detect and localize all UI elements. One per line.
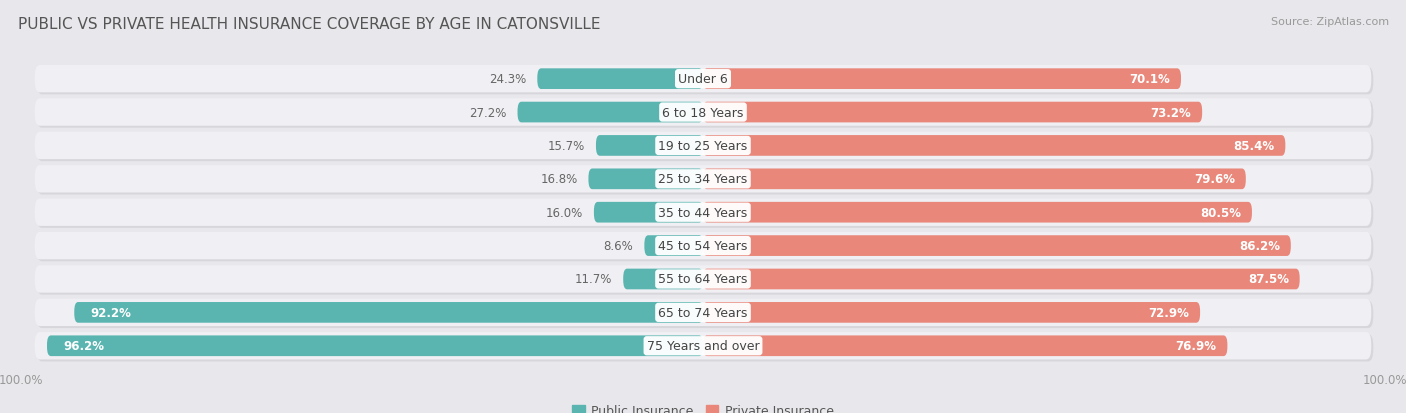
Text: 72.9%: 72.9%	[1149, 306, 1189, 319]
FancyBboxPatch shape	[46, 336, 703, 356]
FancyBboxPatch shape	[37, 334, 1374, 361]
Text: 96.2%: 96.2%	[63, 339, 104, 352]
FancyBboxPatch shape	[703, 136, 1285, 157]
Text: 6 to 18 Years: 6 to 18 Years	[662, 106, 744, 119]
FancyBboxPatch shape	[596, 136, 703, 157]
FancyBboxPatch shape	[37, 201, 1374, 228]
Text: 19 to 25 Years: 19 to 25 Years	[658, 140, 748, 152]
Text: 87.5%: 87.5%	[1247, 273, 1289, 286]
Text: 76.9%: 76.9%	[1175, 339, 1216, 352]
FancyBboxPatch shape	[37, 234, 1374, 262]
Text: 11.7%: 11.7%	[575, 273, 612, 286]
FancyBboxPatch shape	[35, 332, 1371, 360]
Text: 25 to 34 Years: 25 to 34 Years	[658, 173, 748, 186]
Text: 70.1%: 70.1%	[1129, 73, 1170, 86]
FancyBboxPatch shape	[703, 336, 1227, 356]
Text: Under 6: Under 6	[678, 73, 728, 86]
FancyBboxPatch shape	[644, 236, 703, 256]
Text: 16.8%: 16.8%	[540, 173, 578, 186]
FancyBboxPatch shape	[37, 68, 1374, 95]
Text: 8.6%: 8.6%	[603, 240, 634, 252]
FancyBboxPatch shape	[75, 302, 703, 323]
FancyBboxPatch shape	[537, 69, 703, 90]
FancyBboxPatch shape	[703, 102, 1202, 123]
Text: 35 to 44 Years: 35 to 44 Years	[658, 206, 748, 219]
FancyBboxPatch shape	[37, 301, 1374, 328]
FancyBboxPatch shape	[35, 199, 1371, 226]
FancyBboxPatch shape	[703, 269, 1299, 290]
FancyBboxPatch shape	[703, 169, 1246, 190]
Legend: Public Insurance, Private Insurance: Public Insurance, Private Insurance	[572, 404, 834, 413]
Text: 15.7%: 15.7%	[548, 140, 585, 152]
FancyBboxPatch shape	[37, 268, 1374, 295]
FancyBboxPatch shape	[35, 133, 1371, 160]
Text: 85.4%: 85.4%	[1233, 140, 1274, 152]
Text: 16.0%: 16.0%	[546, 206, 583, 219]
FancyBboxPatch shape	[703, 302, 1201, 323]
FancyBboxPatch shape	[37, 168, 1374, 195]
FancyBboxPatch shape	[37, 134, 1374, 162]
FancyBboxPatch shape	[35, 99, 1371, 126]
Text: 73.2%: 73.2%	[1150, 106, 1191, 119]
Text: 75 Years and over: 75 Years and over	[647, 339, 759, 352]
Text: 92.2%: 92.2%	[90, 306, 132, 319]
FancyBboxPatch shape	[517, 102, 703, 123]
Text: 86.2%: 86.2%	[1239, 240, 1279, 252]
FancyBboxPatch shape	[35, 266, 1371, 293]
FancyBboxPatch shape	[35, 66, 1371, 93]
FancyBboxPatch shape	[703, 236, 1291, 256]
Text: 45 to 54 Years: 45 to 54 Years	[658, 240, 748, 252]
Text: 80.5%: 80.5%	[1201, 206, 1241, 219]
Text: Source: ZipAtlas.com: Source: ZipAtlas.com	[1271, 17, 1389, 26]
FancyBboxPatch shape	[703, 202, 1251, 223]
Text: 79.6%: 79.6%	[1194, 173, 1234, 186]
FancyBboxPatch shape	[35, 233, 1371, 260]
Text: 55 to 64 Years: 55 to 64 Years	[658, 273, 748, 286]
FancyBboxPatch shape	[37, 101, 1374, 128]
Text: 65 to 74 Years: 65 to 74 Years	[658, 306, 748, 319]
Text: 24.3%: 24.3%	[489, 73, 526, 86]
FancyBboxPatch shape	[593, 202, 703, 223]
FancyBboxPatch shape	[35, 299, 1371, 326]
FancyBboxPatch shape	[35, 166, 1371, 193]
Text: 27.2%: 27.2%	[470, 106, 506, 119]
Text: PUBLIC VS PRIVATE HEALTH INSURANCE COVERAGE BY AGE IN CATONSVILLE: PUBLIC VS PRIVATE HEALTH INSURANCE COVER…	[18, 17, 600, 31]
FancyBboxPatch shape	[589, 169, 703, 190]
FancyBboxPatch shape	[623, 269, 703, 290]
FancyBboxPatch shape	[703, 69, 1181, 90]
